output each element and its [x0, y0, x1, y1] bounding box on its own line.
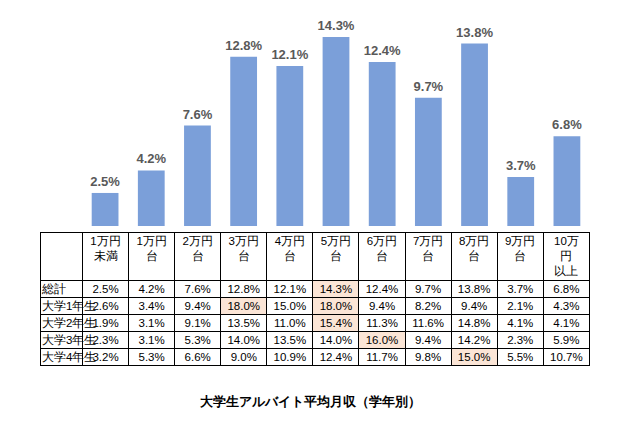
html-text:台: 台: [376, 250, 388, 262]
svg-text:12.8%: 12.8%: [225, 38, 262, 53]
html-text:9.4%: 9.4%: [368, 299, 396, 312]
html-text:4万円: 4万円: [274, 235, 305, 247]
html-text:7.6%: 7.6%: [184, 282, 211, 295]
html-text:2.3%: 2.3%: [507, 333, 534, 346]
html-text:3.1%: 3.1%: [138, 316, 165, 329]
svg-text:9.7%: 9.7%: [414, 79, 444, 94]
html-text:大学1年生: 大学1年生: [42, 299, 97, 312]
html-text:台: 台: [514, 250, 527, 262]
html-text:1万円: 1万円: [90, 235, 121, 247]
html-text:1万円: 1万円: [136, 235, 167, 247]
html-text:10.7%: 10.7%: [550, 350, 583, 363]
html-text:5.3%: 5.3%: [138, 350, 165, 363]
svg-text:6.8%: 6.8%: [552, 117, 582, 132]
html-text:9.1%: 9.1%: [184, 316, 211, 329]
html-text:11.6%: 11.6%: [412, 316, 444, 329]
html-text:13.5%: 13.5%: [227, 316, 261, 329]
html-text:5.5%: 5.5%: [507, 350, 534, 363]
html-text:円: 円: [560, 250, 573, 262]
svg-text:3.7%: 3.7%: [506, 158, 536, 173]
html-text:14.0%: 14.0%: [319, 333, 353, 346]
html-text:3.2%: 3.2%: [92, 350, 119, 363]
html-text:台: 台: [145, 250, 158, 262]
html-text:台: 台: [283, 250, 296, 262]
svg-text:7.6%: 7.6%: [183, 107, 213, 122]
html-text:6.6%: 6.6%: [184, 350, 211, 363]
html-text:10万: 10万: [554, 235, 579, 247]
html-text:8万円: 8万円: [459, 235, 490, 247]
html-text:9.8%: 9.8%: [415, 350, 442, 363]
html-text:4.2%: 4.2%: [138, 282, 165, 295]
html-text:5.9%: 5.9%: [553, 333, 580, 346]
html-text:3.1%: 3.1%: [138, 333, 165, 346]
html-text:2万円: 2万円: [182, 235, 213, 247]
svg-text:4.2%: 4.2%: [136, 151, 166, 166]
html-text:4.1%: 4.1%: [553, 316, 580, 329]
html-text:14.0%: 14.0%: [227, 333, 261, 346]
html-text:5.3%: 5.3%: [184, 333, 211, 346]
html-text:15.0%: 15.0%: [273, 299, 307, 312]
html-text:未満: 未満: [93, 250, 118, 262]
html-text:2.5%: 2.5%: [92, 282, 119, 295]
html-text:11.7%: 11.7%: [366, 350, 398, 363]
html-text:4.3%: 4.3%: [553, 299, 580, 312]
html-text:9.7%: 9.7%: [415, 282, 442, 295]
html-text:11.0%: 11.0%: [274, 316, 306, 329]
html-text:15.4%: 15.4%: [319, 316, 353, 329]
html-text:7万円: 7万円: [412, 235, 444, 247]
html-text:3万円: 3万円: [228, 235, 259, 247]
html-text:6万円: 6万円: [366, 235, 398, 247]
html-text:14.2%: 14.2%: [457, 333, 491, 346]
html-text:5万円: 5万円: [320, 235, 352, 247]
html-text:9.4%: 9.4%: [184, 299, 211, 312]
svg-text:12.1%: 12.1%: [271, 47, 308, 62]
html-text:12.1%: 12.1%: [273, 282, 307, 295]
html-text:台: 台: [237, 250, 250, 262]
html-text:大学2年生: 大学2年生: [42, 316, 97, 329]
html-text:12.8%: 12.8%: [227, 282, 261, 295]
html-text:14.8%: 14.8%: [457, 316, 491, 329]
html-text:大学3年生: 大学3年生: [42, 333, 97, 346]
html-text:9.4%: 9.4%: [415, 333, 442, 346]
html-text:3.7%: 3.7%: [507, 282, 534, 295]
html-text:10.9%: 10.9%: [273, 350, 307, 363]
svg-text:13.8%: 13.8%: [456, 25, 493, 40]
html-text:2.1%: 2.1%: [507, 299, 534, 312]
html-text:9.4%: 9.4%: [461, 299, 488, 312]
html-text:6.8%: 6.8%: [553, 282, 580, 295]
svg-text:12.4%: 12.4%: [364, 43, 401, 58]
html-text:9.0%: 9.0%: [230, 350, 257, 363]
html-text:14.3%: 14.3%: [319, 282, 353, 295]
html-text:2.3%: 2.3%: [92, 333, 119, 346]
svg-text:大学生アルバイト平均月収（学年別）: 大学生アルバイト平均月収（学年別）: [200, 394, 421, 409]
html-text:8.2%: 8.2%: [415, 299, 442, 312]
html-text:18.0%: 18.0%: [227, 299, 261, 312]
html-text:以上: 以上: [554, 265, 579, 277]
html-text:1.9%: 1.9%: [92, 316, 119, 329]
html-text:3.4%: 3.4%: [138, 299, 165, 312]
html-text:11.3%: 11.3%: [366, 316, 398, 329]
html-text:2.6%: 2.6%: [92, 299, 119, 312]
html-text:13.5%: 13.5%: [273, 333, 307, 346]
html-text:台: 台: [468, 250, 481, 262]
html-text:16.0%: 16.0%: [365, 333, 399, 346]
html-text:13.8%: 13.8%: [457, 282, 491, 295]
html-text:12.4%: 12.4%: [365, 282, 399, 295]
html-text:12.4%: 12.4%: [319, 350, 353, 363]
svg-text:2.5%: 2.5%: [90, 174, 120, 189]
html-text:9万円: 9万円: [505, 235, 536, 247]
html-text:4.1%: 4.1%: [507, 316, 534, 329]
html-text:15.0%: 15.0%: [457, 350, 491, 363]
html-text:台: 台: [329, 250, 342, 262]
svg-text:14.3%: 14.3%: [318, 18, 355, 33]
html-text:18.0%: 18.0%: [319, 299, 353, 312]
html-text:大学4年生: 大学4年生: [42, 350, 97, 363]
html-text:総計: 総計: [42, 282, 66, 295]
html-text:台: 台: [422, 250, 435, 262]
html-text:台: 台: [191, 250, 204, 262]
